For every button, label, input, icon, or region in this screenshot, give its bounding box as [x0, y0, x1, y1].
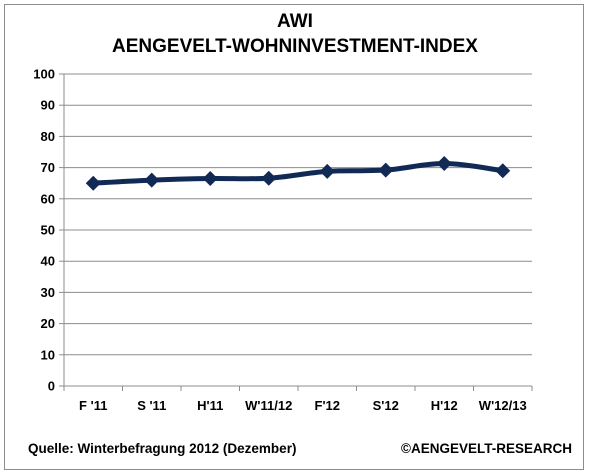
x-tick-labels: F '11 S '11 H'11 W'11/12 F'12 S'12 H'12 W'12/13: [79, 398, 527, 413]
y-tick-labels: 0 10 20 30 40 50 60 70 80 90 100: [33, 67, 55, 394]
chart-title: AWI: [277, 11, 313, 32]
y-tick-label: 20: [41, 316, 55, 331]
y-tick-label: 70: [41, 160, 55, 175]
data-point-marker: [85, 175, 101, 191]
chart-subtitle: AENGEVELT-WOHNINVESTMENT-INDEX: [112, 36, 478, 57]
y-tick-label: 50: [41, 223, 55, 238]
data-point-marker: [202, 171, 218, 187]
x-tick-label: W'11/12: [245, 398, 292, 413]
y-tick-label: 0: [48, 379, 55, 394]
data-point-marker: [144, 172, 160, 188]
y-tick-label: 30: [41, 285, 55, 300]
data-point-marker: [319, 163, 335, 179]
chart-frame: [4, 4, 584, 470]
x-tick-label: F '11: [79, 398, 107, 413]
x-tick-label: H'11: [197, 398, 223, 413]
data-point-marker: [261, 170, 277, 186]
y-tick-label: 100: [33, 67, 55, 82]
y-tick-label: 10: [41, 347, 55, 362]
gridlines: [64, 73, 532, 356]
x-tick-label: S '11: [137, 398, 166, 413]
y-tick-label: 40: [41, 254, 55, 269]
copyright-note: ©AENGEVELT-RESEARCH: [401, 441, 572, 456]
data-point-marker: [495, 163, 511, 179]
y-tick-label: 60: [41, 191, 55, 206]
data-point-marker: [436, 156, 452, 172]
data-point-marker: [378, 162, 394, 178]
axes: [59, 73, 533, 391]
x-tick-label: H'12: [431, 398, 458, 413]
x-tick-label: S'12: [373, 398, 399, 413]
series-layer: [85, 156, 511, 191]
y-tick-label: 90: [41, 98, 55, 113]
x-tick-label: F'12: [315, 398, 341, 413]
source-note: Quelle: Winterbefragung 2012 (Dezember): [28, 441, 296, 456]
x-tick-label: W'12/13: [479, 398, 527, 413]
y-tick-label: 80: [41, 129, 55, 144]
